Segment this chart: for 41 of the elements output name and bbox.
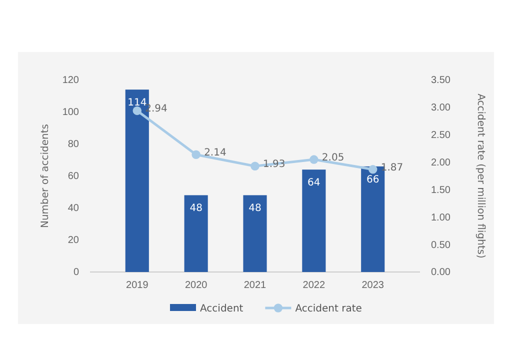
y2-tick-label: 1.50 — [431, 184, 451, 196]
x-tick-label: 2020 — [184, 280, 208, 292]
data-label: 1.87 — [380, 162, 404, 174]
data-label: 2.14 — [204, 148, 226, 159]
x-tick-label: 2019 — [126, 280, 149, 292]
y-axis-title: Number of accidents — [40, 124, 51, 228]
bar — [184, 195, 208, 272]
data-label: 64 — [308, 178, 320, 189]
data-label: 48 — [190, 203, 202, 214]
point — [368, 165, 378, 174]
y2-tick-label: 2.50 — [431, 130, 451, 142]
y-tick-label: 100 — [62, 107, 80, 118]
legend-label: Accident — [200, 304, 244, 314]
y2-tick-label: 2.00 — [431, 157, 451, 168]
bar — [243, 195, 267, 272]
y2-tick-label: 3.50 — [431, 75, 451, 86]
point — [132, 106, 142, 116]
data-label: 114 — [128, 98, 147, 109]
y2-tick-label: 0.50 — [431, 240, 451, 251]
legend-label: Accident rate — [295, 304, 362, 314]
y2-axis-title: Accident rate (per million flights) — [475, 94, 486, 259]
y-tick-label: 0 — [73, 267, 80, 278]
point — [192, 150, 200, 159]
data-label: 1.93 — [263, 159, 286, 170]
data-label: 66 — [366, 174, 380, 186]
y-tick-label: 120 — [62, 75, 80, 86]
x-tick-label: 2021 — [244, 280, 267, 292]
y2-tick-label: 0.00 — [431, 267, 451, 278]
y2-tick-label: 1.00 — [431, 212, 451, 224]
y2-tick-label: 3.00 — [431, 102, 451, 114]
y-tick-label: 20 — [68, 235, 80, 246]
x-tick-label: 2022 — [302, 280, 326, 292]
point — [310, 155, 318, 164]
data-label: 2.05 — [322, 152, 344, 164]
point — [250, 162, 260, 170]
y-tick-label: 40 — [68, 203, 80, 214]
y-tick-label: 80 — [68, 139, 80, 150]
bar — [302, 170, 326, 272]
y-tick-label: 60 — [68, 171, 80, 182]
data-label: 48 — [248, 203, 262, 214]
x-tick-label: 2023 — [362, 280, 384, 292]
